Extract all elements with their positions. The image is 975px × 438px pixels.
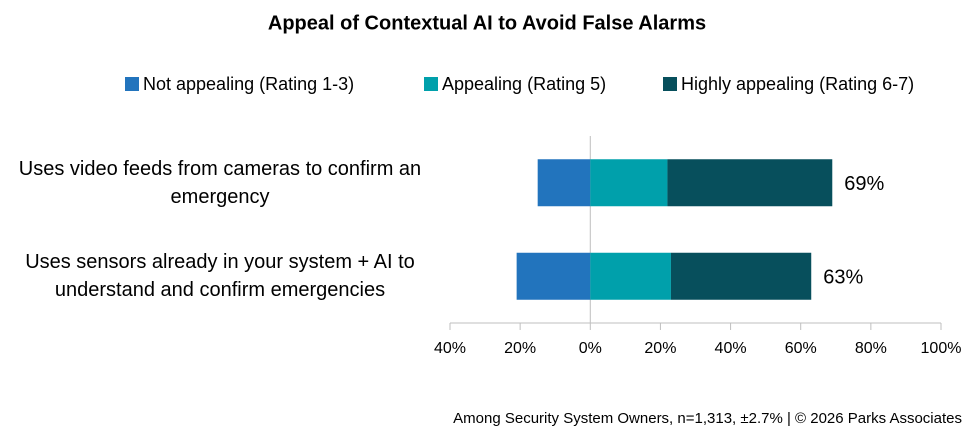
x-tick-label: 0%	[579, 340, 602, 357]
legend-label: Appealing (Rating 5)	[442, 74, 606, 94]
category-label: Uses video feeds from cameras to confirm…	[18, 157, 422, 208]
x-tick-label: 20%	[644, 340, 676, 357]
bar-segment	[670, 252, 812, 300]
x-tick-label: 100%	[921, 340, 962, 357]
total-label: 63%	[823, 267, 863, 289]
legend-swatch	[663, 77, 677, 91]
chart-title: Appeal of Contextual AI to Avoid False A…	[268, 12, 706, 34]
legend-label: Not appealing (Rating 1-3)	[143, 74, 354, 94]
bar-segment	[590, 252, 671, 300]
x-tick-label: 60%	[785, 340, 817, 357]
x-tick-label: 40%	[434, 340, 466, 357]
x-tick-label: 20%	[504, 340, 536, 357]
total-label: 69%	[844, 173, 884, 195]
category-label: Uses sensors already in your system + AI…	[25, 251, 415, 302]
x-tick-label: 40%	[715, 340, 747, 357]
legend-label: Highly appealing (Rating 6-7)	[681, 74, 914, 94]
bar-segment	[590, 159, 668, 207]
legend-swatch	[125, 77, 139, 91]
x-tick-label: 80%	[855, 340, 887, 357]
bar-segment	[667, 159, 833, 207]
bar-segment	[516, 252, 591, 300]
legend-swatch	[424, 77, 438, 91]
bar-segment	[537, 159, 591, 207]
footnote: Among Security System Owners, n=1,313, ±…	[453, 410, 962, 427]
